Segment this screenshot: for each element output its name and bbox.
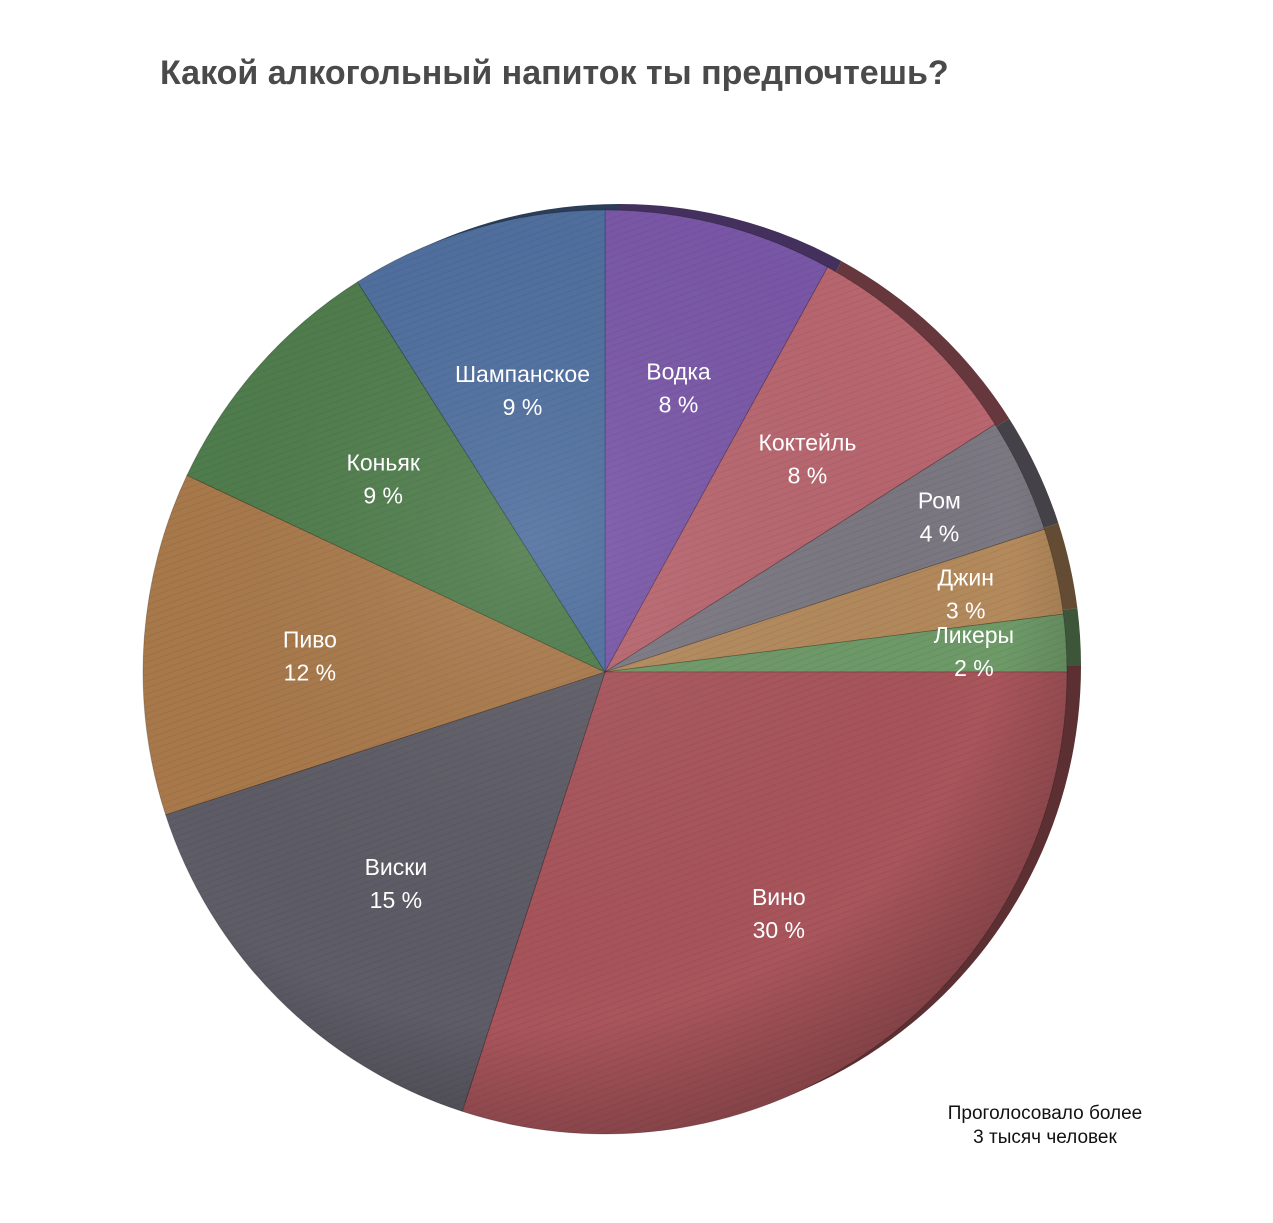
footnote-line-1: Проголосовало более: [947, 1103, 1143, 1124]
slice-value-5: 30 %: [753, 917, 805, 943]
slice-value-3: 3 %: [946, 597, 986, 623]
slice-label-5: Вино: [752, 884, 806, 910]
slice-label-0: Водка: [646, 359, 711, 385]
slice-label-4: Ликеры: [934, 622, 1014, 648]
slice-label-6: Виски: [365, 854, 428, 880]
slice-label-3: Джин: [937, 564, 994, 590]
chart-title: Какой алкогольный напиток ты предпочтешь…: [160, 54, 949, 92]
pie-labels: Водка 8 % Коктейль 8 % Ром 4 % Джин 3 %Ликеры 2 …: [283, 359, 1014, 944]
pie-shading: [143, 210, 1067, 1134]
slice-label-7: Пиво: [283, 626, 337, 652]
slice-label-8: Коньяк: [346, 450, 420, 476]
slice-value-2: 4 %: [920, 521, 960, 547]
slice-label-1: Коктейль: [758, 430, 856, 456]
slice-label-9: Шампанское: [455, 361, 590, 387]
slice-value-0: 8 %: [659, 392, 699, 418]
slice-value-6: 15 %: [370, 887, 422, 913]
footnote-line-2: 3 тысяч человек: [973, 1127, 1117, 1148]
footnote: Проголосовало более 3 тысяч человек: [905, 1102, 1185, 1150]
slice-label-2: Ром: [918, 488, 961, 514]
slice-value-1: 8 %: [788, 463, 828, 489]
slice-value-4: 2 %: [954, 655, 994, 681]
pie-shade-overlay: [143, 210, 1067, 1134]
slice-value-9: 9 %: [503, 394, 543, 420]
slice-value-8: 9 %: [363, 483, 403, 509]
slice-value-7: 12 %: [284, 659, 336, 685]
